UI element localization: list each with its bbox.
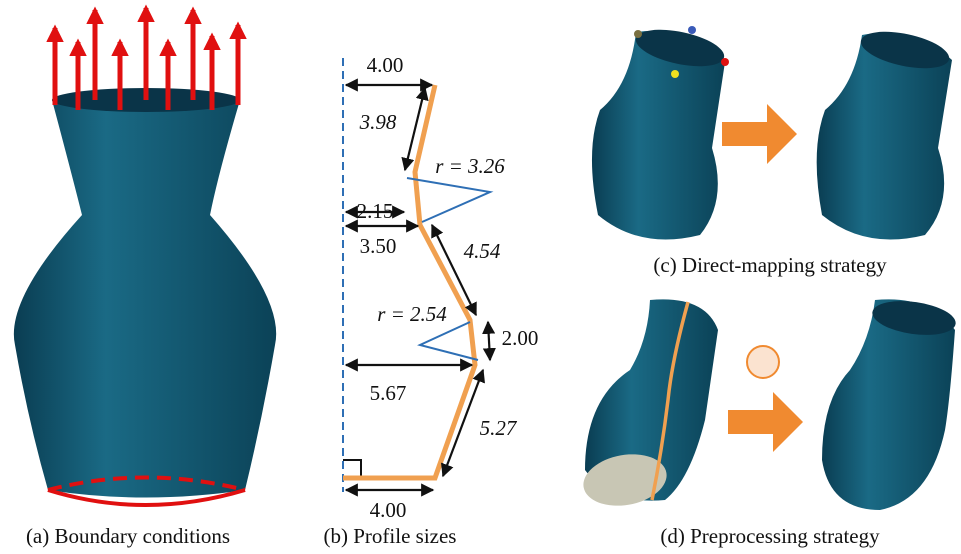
panel-c: (c) Direct-mapping strategy — [592, 23, 952, 277]
panel-b: 4.00 3.98 r = 3.26 2.15 3.50 4.54 r = 2.… — [324, 53, 539, 548]
dim-line — [443, 370, 483, 476]
dimension-label: 3.50 — [360, 234, 397, 258]
caption: (d) Preprocessing strategy — [660, 524, 880, 548]
dimension-label: r = 3.26 — [435, 154, 505, 178]
figure: (a) Boundary conditions 4.00 3.98 r = 3.… — [0, 0, 961, 554]
arrow — [728, 392, 803, 452]
point — [671, 70, 679, 78]
panel-d: (d) Preprocessing strategy — [579, 296, 958, 548]
dimension-label: 5.67 — [370, 381, 407, 405]
point — [634, 30, 642, 38]
dimension-label: 4.54 — [464, 239, 501, 263]
panel-a: (a) Boundary conditions — [14, 8, 276, 548]
dimension-label: 2.00 — [502, 326, 539, 350]
arrow — [722, 104, 797, 164]
caption: (b) Profile sizes — [324, 524, 457, 548]
dim-line — [405, 88, 425, 170]
dimension-label: 5.27 — [480, 416, 518, 440]
dim-line — [488, 322, 490, 360]
point — [721, 58, 729, 66]
caption: (a) Boundary conditions — [26, 524, 230, 548]
dimension-label: r = 2.54 — [377, 302, 447, 326]
dimension-label: 4.00 — [370, 498, 407, 522]
vase — [14, 93, 276, 498]
dimension-label: 4.00 — [367, 53, 404, 77]
caption: (c) Direct-mapping strategy — [653, 253, 887, 277]
scissors-icon — [747, 346, 779, 378]
right-angle — [343, 460, 361, 478]
dimension-label: 3.98 — [359, 110, 397, 134]
dimension-label: 2.15 — [357, 199, 394, 223]
point — [688, 26, 696, 34]
profile — [343, 85, 475, 478]
